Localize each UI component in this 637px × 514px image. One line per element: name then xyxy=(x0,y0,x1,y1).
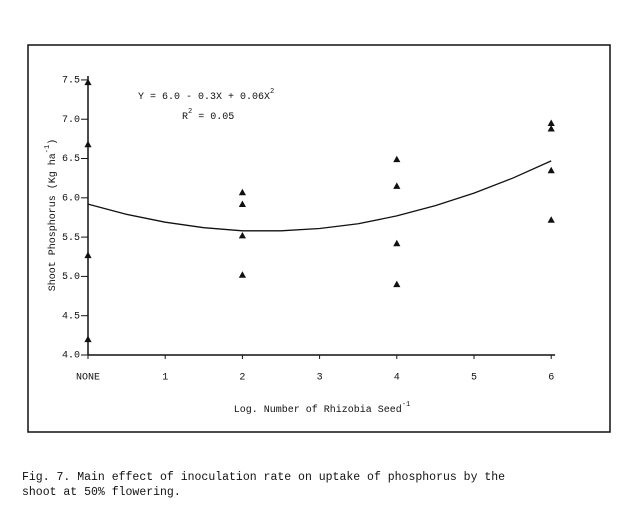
x-label-text: Log. Number of Rhizobia Seed xyxy=(234,404,402,416)
data-point xyxy=(547,119,555,127)
x-tick-label: 4 xyxy=(394,373,400,384)
r-squared-text: R xyxy=(182,112,188,123)
x-tick-label: 2 xyxy=(239,373,245,384)
data-point xyxy=(547,166,555,174)
caption-line: shoot at 50% flowering. xyxy=(22,486,181,499)
y-tick-label: 6.0 xyxy=(62,193,80,204)
data-point xyxy=(547,125,555,132)
data-point xyxy=(84,78,92,86)
y-axis-label: Shoot Phosphorus (Kg ha-1) xyxy=(44,139,59,291)
data-point xyxy=(393,239,401,247)
data-point xyxy=(238,200,246,207)
r-squared: R2 = 0.05 xyxy=(182,108,234,123)
y-label-end: ) xyxy=(47,139,59,145)
equation-text: Y = 6.0 - 0.3X + 0.06X xyxy=(138,92,270,103)
y-label-text: Shoot Phosphorus (Kg ha xyxy=(47,153,59,291)
x-tick-label: 1 xyxy=(162,373,168,384)
y-tick-label: 7.0 xyxy=(62,115,80,126)
y-tick-label: 4.0 xyxy=(62,351,80,362)
fit-curve xyxy=(87,160,552,232)
y-tick-label: 5.0 xyxy=(62,272,80,283)
y-tick-label: 7.5 xyxy=(62,76,80,87)
data-point xyxy=(84,140,92,148)
frame xyxy=(27,44,611,433)
x-label-sup: -1 xyxy=(402,401,410,409)
data-point xyxy=(84,251,92,259)
equation: Y = 6.0 - 0.3X + 0.06X2 xyxy=(138,88,274,103)
r-squared-end: = 0.05 xyxy=(192,112,234,123)
x-tick-label: 5 xyxy=(471,373,477,384)
data-point xyxy=(393,155,401,163)
data-point xyxy=(393,182,401,189)
data-point xyxy=(238,271,246,278)
x-tick-label: 6 xyxy=(548,373,554,384)
r-squared-sup: 2 xyxy=(188,108,192,116)
caption-line: Fig. 7. Main effect of inoculation rate … xyxy=(22,471,505,484)
data-point xyxy=(238,188,246,196)
x-tick-label: NONE xyxy=(76,373,100,384)
y-tick-label: 5.5 xyxy=(62,233,80,244)
y-tick-label: 6.5 xyxy=(62,154,80,165)
x-tick-label: 3 xyxy=(317,373,323,384)
data-point xyxy=(393,280,401,288)
y-tick-label: 4.5 xyxy=(62,311,80,322)
x-axis-label: Log. Number of Rhizobia Seed-1 xyxy=(234,401,410,416)
data-point xyxy=(84,335,92,343)
y-label-sup: -1 xyxy=(44,145,52,153)
equation-sup: 2 xyxy=(270,88,274,96)
data-point xyxy=(238,231,246,239)
data-point xyxy=(547,216,555,223)
